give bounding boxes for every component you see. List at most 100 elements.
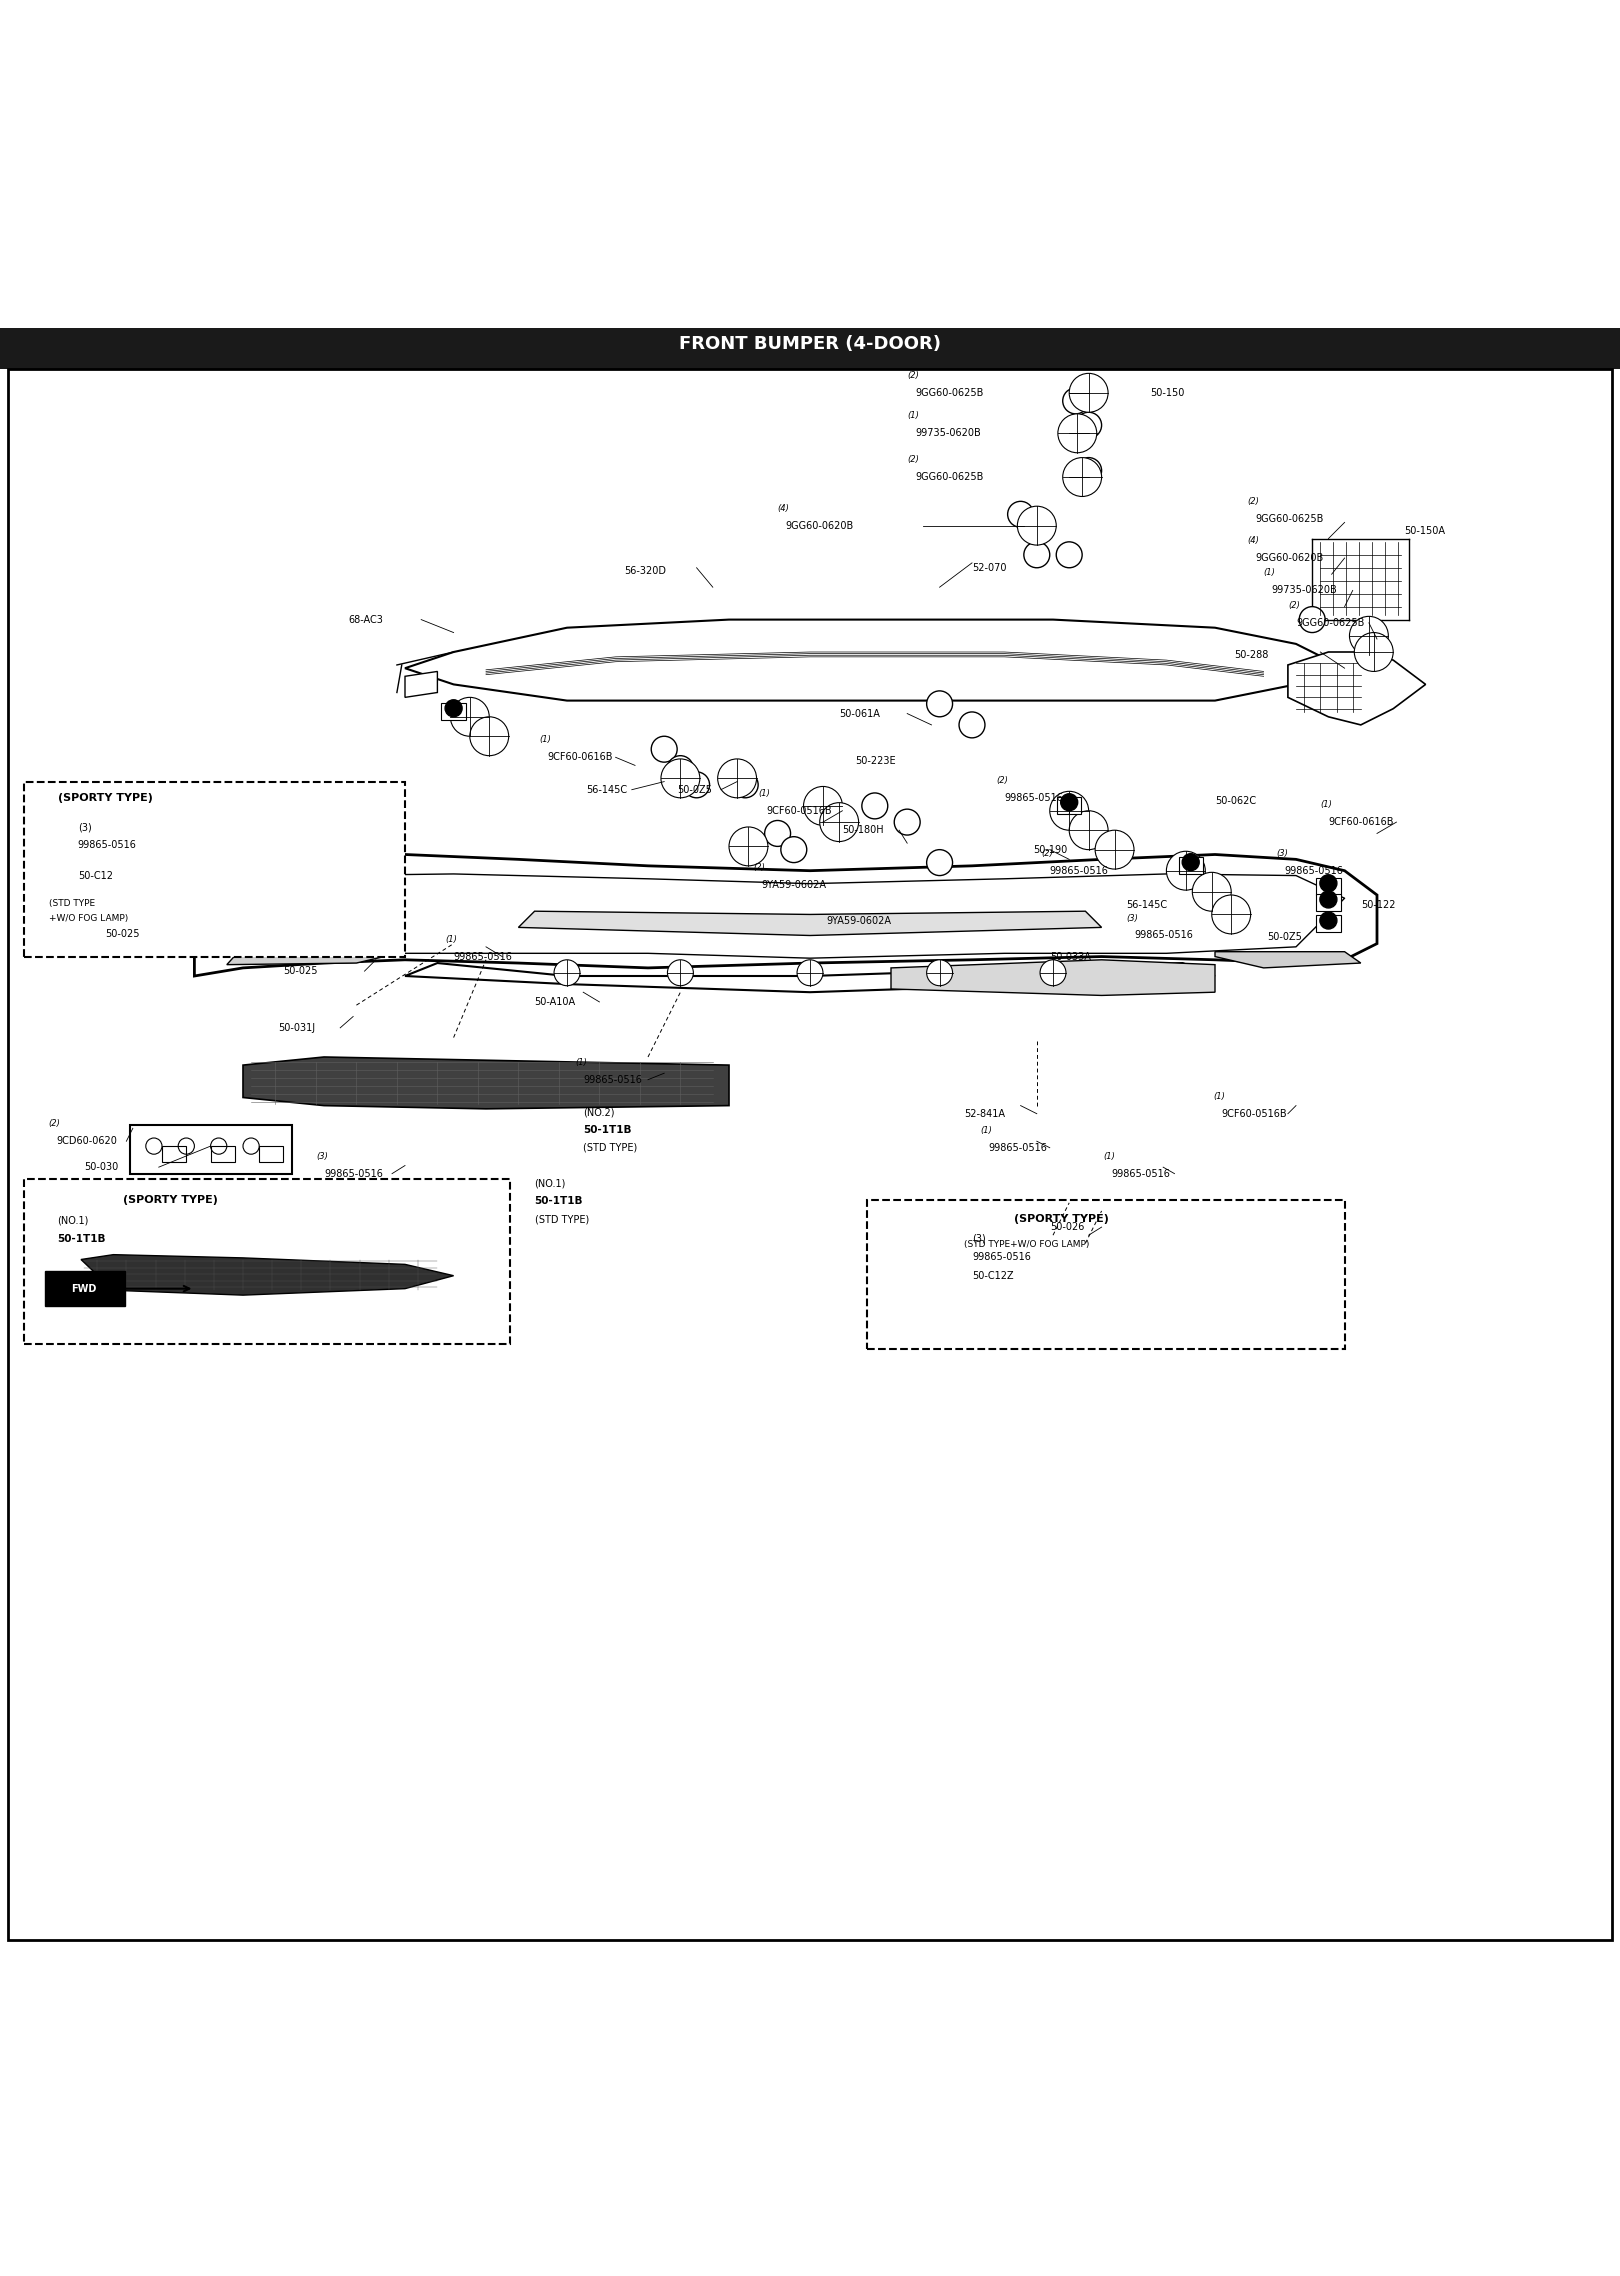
Text: (NO.1): (NO.1): [57, 1215, 87, 1227]
Text: (3): (3): [1126, 913, 1137, 922]
Circle shape: [894, 810, 920, 835]
Text: 56-320D: 56-320D: [624, 567, 666, 576]
Polygon shape: [81, 1254, 454, 1295]
Circle shape: [470, 717, 509, 756]
Circle shape: [1212, 894, 1251, 933]
Text: (STD TYPE): (STD TYPE): [535, 1213, 588, 1224]
Text: 9YA59-0602A: 9YA59-0602A: [826, 915, 891, 926]
Circle shape: [207, 819, 246, 858]
Polygon shape: [518, 910, 1102, 935]
Text: (STD TYPE): (STD TYPE): [583, 1143, 637, 1152]
Bar: [1315, 915, 1340, 933]
FancyBboxPatch shape: [0, 328, 1620, 369]
Text: 9YA59-0602A: 9YA59-0602A: [761, 881, 826, 890]
Text: (1): (1): [758, 790, 770, 799]
Polygon shape: [194, 854, 1377, 976]
Circle shape: [1299, 608, 1325, 633]
Circle shape: [684, 772, 710, 799]
Circle shape: [1192, 872, 1231, 910]
Text: 9CF60-0616B: 9CF60-0616B: [548, 753, 612, 762]
Circle shape: [446, 699, 462, 717]
Text: 50-180H: 50-180H: [842, 826, 885, 835]
Text: 50-030: 50-030: [84, 1163, 118, 1172]
Bar: [211, 1147, 235, 1163]
Circle shape: [1040, 960, 1066, 986]
FancyBboxPatch shape: [24, 781, 405, 956]
Text: 50-031J: 50-031J: [279, 1022, 316, 1033]
Circle shape: [927, 692, 953, 717]
Circle shape: [1024, 542, 1050, 567]
Text: 99865-0516: 99865-0516: [1004, 792, 1063, 803]
Text: 9CD60-0620: 9CD60-0620: [57, 1136, 118, 1147]
Text: (1): (1): [539, 735, 551, 744]
Bar: [1178, 858, 1202, 874]
Bar: [1058, 797, 1082, 815]
Circle shape: [1008, 501, 1034, 528]
Circle shape: [554, 960, 580, 986]
Text: (1): (1): [446, 935, 457, 945]
Text: 68-AC3: 68-AC3: [348, 615, 384, 624]
Circle shape: [450, 696, 489, 735]
Text: 50-026: 50-026: [1050, 1222, 1084, 1231]
Text: (1): (1): [1320, 801, 1332, 810]
Text: (1): (1): [575, 1058, 586, 1067]
Circle shape: [661, 758, 700, 799]
Text: (1): (1): [1264, 569, 1275, 578]
FancyBboxPatch shape: [24, 1179, 510, 1343]
FancyBboxPatch shape: [45, 1270, 125, 1306]
Text: 9GG60-0625B: 9GG60-0625B: [915, 471, 983, 483]
Text: (2): (2): [1288, 601, 1299, 610]
Bar: [259, 1147, 283, 1163]
Text: (2): (2): [907, 371, 919, 380]
Text: 99865-0516: 99865-0516: [78, 840, 136, 849]
Text: 50-150: 50-150: [1150, 387, 1184, 398]
Text: (1): (1): [1103, 1152, 1115, 1161]
Text: (1): (1): [980, 1127, 991, 1136]
Bar: [279, 879, 305, 894]
Text: (2): (2): [996, 776, 1008, 785]
Text: (STD TYPE: (STD TYPE: [49, 899, 94, 908]
Text: 99865-0516: 99865-0516: [1050, 865, 1108, 876]
Circle shape: [1069, 373, 1108, 412]
Text: (NO.1): (NO.1): [535, 1179, 565, 1188]
Text: 50-A10A: 50-A10A: [535, 997, 575, 1006]
Text: (2): (2): [1247, 496, 1259, 505]
Circle shape: [1050, 792, 1089, 831]
Circle shape: [1115, 1231, 1153, 1270]
Text: 99865-0516: 99865-0516: [324, 1168, 382, 1179]
Bar: [1147, 1279, 1170, 1295]
Circle shape: [1320, 874, 1336, 892]
Circle shape: [243, 874, 259, 890]
Bar: [279, 915, 305, 933]
Circle shape: [804, 787, 842, 826]
Text: 50-C12: 50-C12: [78, 872, 113, 881]
Text: 50-223E: 50-223E: [855, 756, 896, 765]
Text: +W/O FOG LAMP): +W/O FOG LAMP): [49, 915, 128, 924]
Polygon shape: [405, 963, 1215, 992]
Text: 50-1T1B: 50-1T1B: [57, 1234, 105, 1243]
Text: 9GG60-0625B: 9GG60-0625B: [915, 387, 983, 398]
Circle shape: [1056, 542, 1082, 567]
Text: 50-190: 50-190: [1034, 844, 1068, 856]
Text: 9GG60-0620B: 9GG60-0620B: [1256, 553, 1324, 562]
Text: (2): (2): [49, 1120, 60, 1129]
Text: 9CF60-0516B: 9CF60-0516B: [1221, 1108, 1288, 1120]
Bar: [1315, 894, 1340, 910]
Circle shape: [1349, 617, 1388, 655]
Text: 50-1T1B: 50-1T1B: [535, 1197, 583, 1206]
Text: 52-070: 52-070: [972, 562, 1006, 574]
Circle shape: [284, 874, 300, 892]
Circle shape: [1354, 633, 1393, 671]
Bar: [1315, 879, 1340, 894]
Text: 99735-0620B: 99735-0620B: [1272, 585, 1338, 596]
Circle shape: [1076, 457, 1102, 483]
Circle shape: [1320, 890, 1336, 908]
Text: FWD: FWD: [71, 1284, 97, 1293]
Text: (3): (3): [1277, 849, 1288, 858]
Text: 52-841A: 52-841A: [964, 1108, 1004, 1120]
Text: (1): (1): [907, 412, 919, 421]
Circle shape: [862, 792, 888, 819]
Text: (1): (1): [1213, 1092, 1225, 1102]
FancyBboxPatch shape: [867, 1199, 1345, 1350]
Text: (SPORTY TYPE): (SPORTY TYPE): [58, 792, 152, 803]
